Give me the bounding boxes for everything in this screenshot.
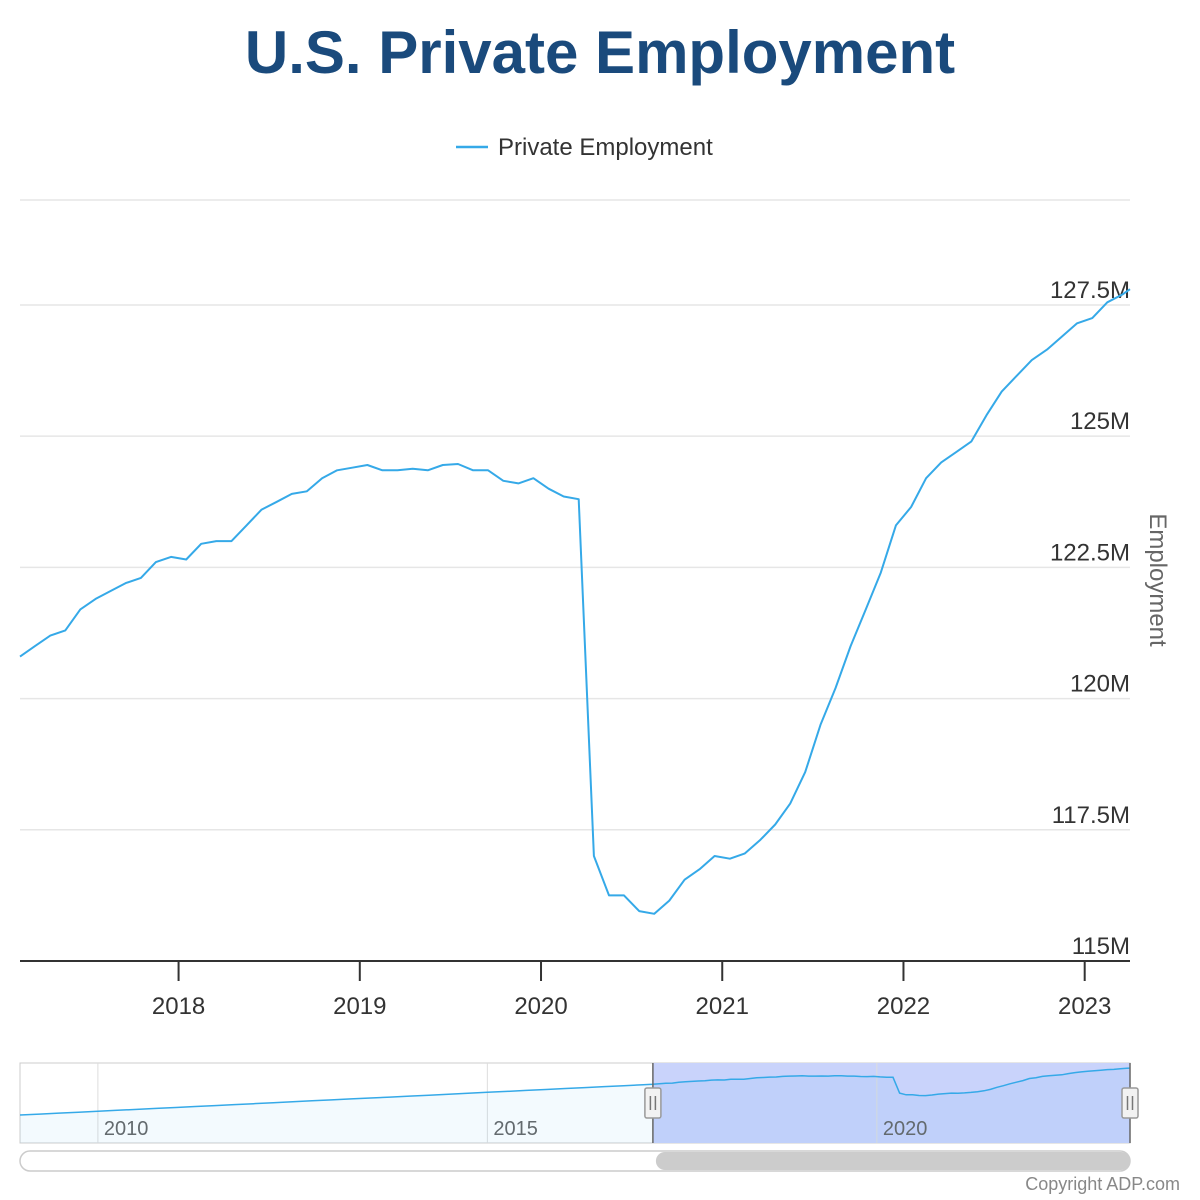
x-tick-label: 2021 [696, 993, 749, 1020]
x-tick-label: 2018 [152, 993, 205, 1020]
x-tick-label: 2023 [1058, 993, 1111, 1020]
x-tick-label: 2020 [514, 993, 567, 1020]
navigator-year-label: 2020 [883, 1118, 928, 1140]
y-tick-label: 127.5M [1050, 277, 1130, 304]
plot-area[interactable] [19, 288, 1131, 915]
series-line-private-employment[interactable] [19, 288, 1131, 915]
scrollbar[interactable] [19, 1150, 1131, 1172]
x-tick-label: 2019 [333, 993, 386, 1020]
y-tick-label: 125M [1070, 408, 1130, 435]
navigator-handle-left[interactable] [644, 1087, 662, 1119]
copyright-credit[interactable]: Copyright ADP.com [1025, 1174, 1180, 1194]
y-tick-label: 117.5M [1052, 802, 1130, 829]
legend-item-private-employment[interactable]: Private Employment [498, 134, 713, 161]
x-axis: 2018 2019 2020 2021 2022 2023 [20, 960, 1130, 1020]
y-axis-ticks: 115M 117.5M 120M 122.5M 125M 127.5M [1050, 277, 1130, 960]
navigator-series-line [19, 1067, 1131, 1116]
y-tick-label: 115M [1072, 933, 1130, 960]
x-tick-label: 2022 [877, 993, 930, 1020]
y-tick-label: 122.5M [1050, 539, 1130, 566]
navigator-series-area [20, 1068, 1130, 1143]
navigator[interactable]: 2010 2015 2020 [19, 1062, 1139, 1144]
scrollbar-thumb[interactable] [655, 1152, 1130, 1170]
navigator-year-label: 2010 [104, 1118, 149, 1140]
y-tick-label: 120M [1070, 671, 1130, 698]
navigator-year-label: 2015 [493, 1118, 538, 1140]
navigator-handle-right[interactable] [1121, 1087, 1139, 1119]
grid [20, 199, 1130, 831]
chart-title: U.S. Private Employment [245, 19, 955, 86]
y-axis-label: Employment [1144, 513, 1171, 647]
legend[interactable]: Private Employment [456, 134, 713, 161]
